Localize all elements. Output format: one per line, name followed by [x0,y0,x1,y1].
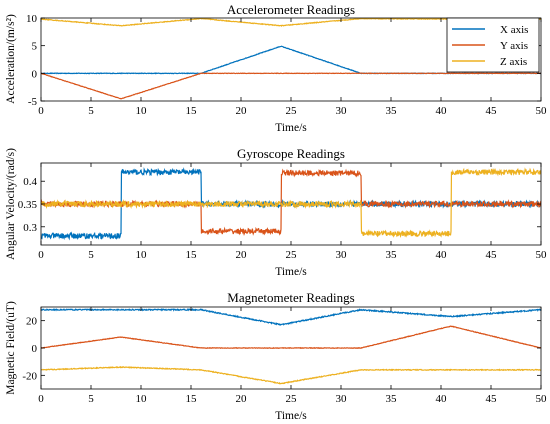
legend-label-z: Z axis [500,56,527,68]
accelerometer-xtick-label: 15 [186,105,198,117]
magnetometer-series-z-line [41,365,541,385]
magnetometer-xtick-label: 35 [386,393,398,405]
accelerometer-xtick-label: 50 [536,105,548,117]
magnetometer-series-y-line [41,325,541,350]
magnetometer-xtick-label: 0 [38,393,44,405]
gyroscope-xtick-label: 45 [486,249,498,261]
legend-label-x: X axis [500,24,528,36]
magnetometer-xtick-label: 10 [136,393,148,405]
accelerometer-ylabel: Acceleration/(m/s²) [5,14,17,104]
gyroscope-panel: Gyroscope Readings 0 5 10 15 20 25 30 35 40 45 500… [5,146,547,278]
accelerometer-title: Accelerometer Readings [227,2,355,17]
gyroscope-ylabel: Angular Velocity/(rad/s) [5,148,17,260]
magnetometer-panel: Magnetometer Readings 0 5 10 15 20 25 30 35 40 45… [5,290,547,422]
magnetometer-xtick-label: 20 [236,393,248,405]
accelerometer-series-y-line [41,72,541,100]
magnetometer-ylabel: Magnetic Field/(uT) [5,301,17,395]
magnetometer-ytick-label: 20 [26,316,38,328]
gyroscope-plot-area: 0 5 10 15 20 25 30 35 40 45 50 0.3 0.35 0.4 [18,162,548,261]
magnetometer-title: Magnetometer Readings [227,290,354,305]
magnetometer-xtick-label: 45 [486,393,498,405]
gyroscope-title: Gyroscope Readings [237,146,345,161]
accelerometer-xlabel: Time/s [275,122,307,134]
gyroscope-ytick-label: 0.4 [23,176,37,188]
magnetometer-xtick-label: 40 [436,393,448,405]
gyroscope-xtick-label: 15 [186,249,198,261]
accelerometer-xtick-label: 25 [286,105,298,117]
accelerometer-xtick-label: 20 [236,105,248,117]
magnetometer-xtick-label: 30 [336,393,348,405]
magnetometer-ytick-label: -20 [22,370,37,382]
accelerometer-xtick-label: 10 [136,105,148,117]
magnetometer-xtick-label: 5 [88,393,94,405]
magnetometer-xtick-label: 50 [536,393,548,405]
legend-label-y: Y axis [500,40,528,52]
gyroscope-xlabel: Time/s [275,266,307,278]
accelerometer-xtick-label: 40 [436,105,448,117]
legend: X axis Y axis Z axis [446,17,540,73]
gyroscope-xtick-label: 35 [386,249,398,261]
accelerometer-ytick-label: 0 [32,68,38,80]
gyroscope-xtick-label: 25 [286,249,298,261]
accelerometer-xtick-label: 30 [336,105,348,117]
accelerometer-xtick-label: 0 [38,105,44,117]
gyroscope-xtick-label: 5 [88,249,94,261]
accelerometer-panel: Accelerometer Readings 0 5 10 15 20 25 30 35 40 4… [5,2,547,134]
gyroscope-xtick-label: 40 [436,249,448,261]
magnetometer-series-x-line [41,308,541,326]
accelerometer-ytick-label: 10 [26,13,38,25]
magnetometer-ytick-label: 0 [32,343,38,355]
gyroscope-xtick-label: 50 [536,249,548,261]
accelerometer-xtick-label: 5 [88,105,94,117]
gyroscope-xtick-label: 30 [336,249,348,261]
magnetometer-xtick-label: 25 [286,393,298,405]
gyroscope-ytick-label: 0.3 [23,222,37,234]
gyroscope-xtick-label: 0 [38,249,44,261]
accelerometer-ytick-label: -5 [28,96,38,108]
accelerometer-xtick-label: 35 [386,105,398,117]
gyroscope-series-z-line [41,167,541,238]
magnetometer-xlabel: Time/s [275,410,307,422]
gyroscope-xtick-label: 20 [236,249,248,261]
gyroscope-xtick-label: 10 [136,249,148,261]
gyroscope-ytick-label: 0.35 [18,199,38,211]
magnetometer-xtick-label: 15 [186,393,198,405]
accelerometer-ytick-label: 5 [32,41,38,53]
accelerometer-xtick-label: 45 [486,105,498,117]
